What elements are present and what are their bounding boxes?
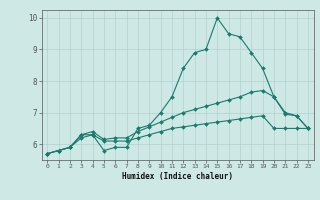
X-axis label: Humidex (Indice chaleur): Humidex (Indice chaleur) (122, 172, 233, 181)
